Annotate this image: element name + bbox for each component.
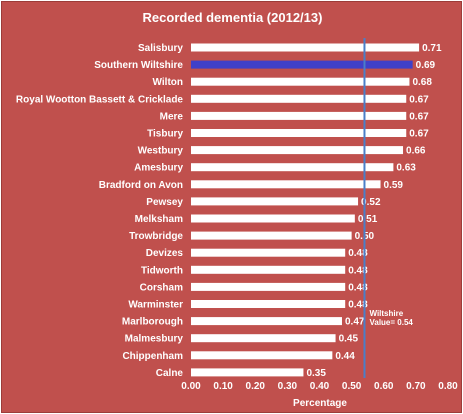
value-label: 0.63 — [396, 163, 416, 174]
value-label: 0.35 — [306, 368, 326, 379]
category-label: Trowbridge — [129, 231, 183, 242]
reference-label: Value= 0.54 — [369, 318, 413, 327]
bar — [191, 248, 346, 257]
value-label: 0.68 — [412, 77, 432, 88]
category-label: Wilton — [153, 77, 183, 88]
category-label: Royal Wootton Bassett & Cricklade — [16, 94, 184, 105]
x-tick-label: 0.30 — [278, 381, 298, 392]
x-tick-label: 0.60 — [374, 381, 394, 392]
value-label: 0.48 — [348, 282, 368, 293]
value-label: 0.67 — [409, 94, 429, 105]
category-label: Chippenham — [122, 351, 183, 362]
reference-label: Wiltshire — [369, 309, 403, 318]
bar — [191, 94, 407, 103]
bar — [191, 43, 420, 52]
category-label: Calne — [156, 368, 184, 379]
x-tick-label: 0.80 — [438, 381, 458, 392]
x-tick-label: 0.70 — [406, 381, 426, 392]
x-tick-label: 0.20 — [246, 381, 266, 392]
bar — [191, 214, 355, 223]
bar — [191, 77, 410, 86]
value-label: 0.66 — [406, 146, 426, 157]
value-label: 0.45 — [339, 334, 359, 345]
x-tick-label: 0.10 — [213, 381, 233, 392]
bar — [191, 317, 342, 326]
category-label: Melksham — [135, 214, 183, 225]
x-tick-label: 0.00 — [181, 381, 201, 392]
category-label: Salisbury — [138, 43, 183, 54]
value-label: 0.52 — [361, 197, 381, 208]
value-label: 0.67 — [409, 129, 429, 140]
bar — [191, 368, 304, 377]
category-label: Mere — [160, 111, 184, 122]
bar — [191, 351, 333, 360]
category-label: Bradford on Avon — [99, 180, 183, 191]
bar — [191, 180, 381, 189]
category-label: Malmesbury — [125, 334, 184, 345]
bar — [191, 129, 407, 137]
bar — [191, 111, 407, 120]
value-label: 0.67 — [409, 111, 429, 122]
value-label: 0.48 — [348, 265, 368, 276]
bar — [191, 163, 394, 172]
bar — [191, 300, 346, 308]
bar — [191, 282, 346, 291]
bar — [191, 146, 404, 155]
category-label: Southern Wiltshire — [94, 60, 183, 71]
category-label: Pewsey — [146, 197, 183, 208]
bar — [191, 60, 413, 69]
category-label: Devizes — [146, 248, 184, 259]
category-label: Tisbury — [147, 129, 183, 140]
category-label: Warminster — [128, 300, 183, 311]
x-axis-title: Percentage — [293, 398, 347, 409]
bar — [191, 197, 359, 206]
bar — [191, 265, 346, 274]
category-label: Amesbury — [134, 163, 183, 174]
value-label: 0.59 — [384, 180, 404, 191]
category-label: Westbury — [138, 146, 184, 157]
category-label: Marlborough — [122, 317, 183, 328]
x-tick-label: 0.40 — [310, 381, 330, 392]
value-label: 0.44 — [335, 351, 355, 362]
bar — [191, 334, 336, 343]
chart-title: Recorded dementia (2012/13) — [142, 10, 323, 25]
bar — [191, 231, 352, 240]
value-label: 0.47 — [345, 317, 365, 328]
category-label: Corsham — [140, 282, 183, 293]
x-tick-label: 0.50 — [342, 381, 362, 392]
value-label: 0.48 — [348, 248, 368, 259]
category-label: Tidworth — [141, 265, 183, 276]
value-label: 0.48 — [348, 300, 368, 311]
value-label: 0.71 — [422, 43, 442, 54]
value-label: 0.69 — [416, 60, 436, 71]
value-label: 0.51 — [358, 214, 378, 225]
